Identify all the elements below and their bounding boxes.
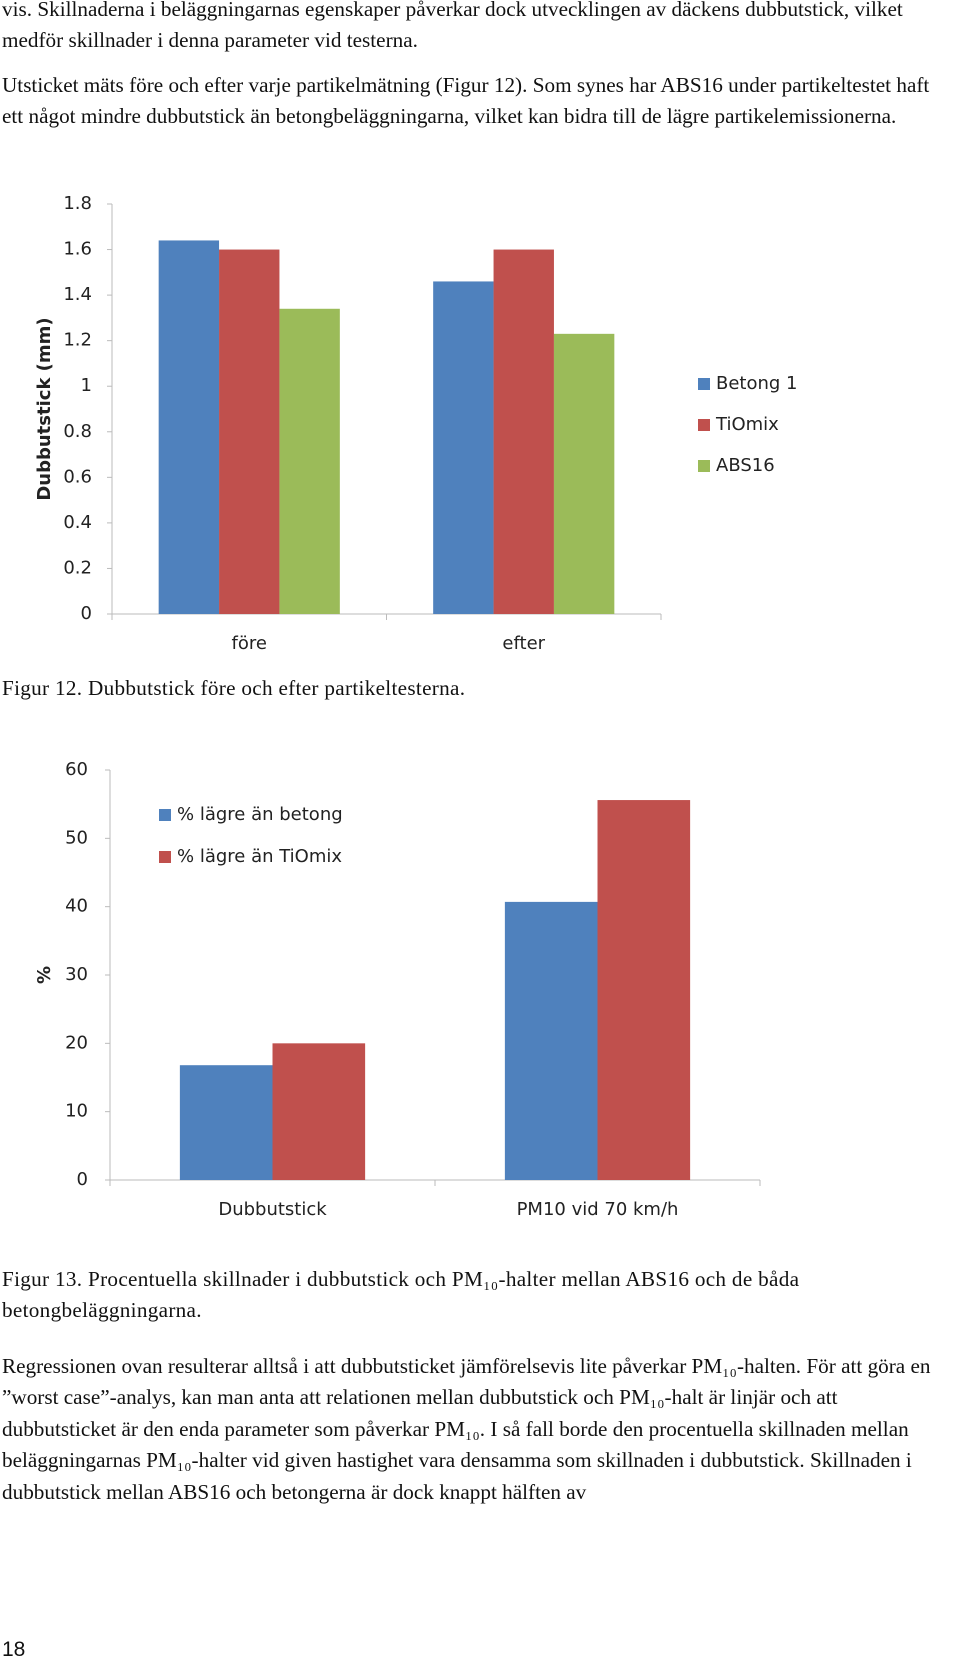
y-tick-label: 0.4: [63, 512, 92, 533]
legend-swatch: [698, 378, 710, 390]
y-tick-label: 40: [65, 896, 88, 917]
legend-swatch: [159, 809, 171, 821]
legend-label: % lägre än betong: [177, 804, 343, 825]
y-axis-label: Dubbutstick (mm): [34, 317, 55, 500]
x-tick-label: Dubbutstick: [218, 1199, 327, 1220]
legend-swatch: [698, 460, 710, 472]
paragraph: vis. Skillnaderna i beläggningarnas egen…: [2, 0, 903, 53]
y-tick-label: 0.8: [63, 421, 92, 442]
y-tick-label: 30: [65, 964, 88, 985]
paragraph: Regressionen ovan resulterar alltså i at…: [2, 1354, 931, 1504]
y-tick-label: 1.6: [63, 239, 92, 260]
figure: 0 0.2 0.4 0.6 0.8 1 1.2 1.4 1.6 1.8 Dubbutstick (m…: [0, 190, 960, 660]
y-tick-label: 1.8: [63, 193, 92, 214]
bar: [279, 308, 340, 614]
legend-label: TiOmix: [715, 414, 779, 435]
chart: 0 10 20 30 40 50 60% Dubbutstick PM10 vid 70 km/…: [34, 759, 761, 1220]
legend-swatch: [698, 419, 710, 431]
paragraph: Utsticket mäts före och efter varje part…: [2, 73, 930, 129]
bar: [219, 249, 280, 615]
bar: [272, 1043, 366, 1180]
legend-label: Betong 1: [716, 373, 798, 394]
y-tick-label: 1: [81, 375, 92, 396]
figure-caption: Figur 13. Procentuella skillnader i dubb…: [2, 1267, 800, 1323]
y-tick-label: 1.4: [63, 284, 92, 305]
page-number: 18: [2, 1638, 26, 1661]
x-tick-label: före: [232, 633, 267, 654]
bar: [158, 240, 220, 614]
chart: 0 0.2 0.4 0.6 0.8 1 1.2 1.4 1.6 1.8 Dubbutstick (m…: [34, 193, 798, 654]
x-tick-label: efter: [502, 633, 545, 654]
x-tick-label: PM10 vid 70 km/h: [517, 1199, 679, 1220]
bar: [504, 901, 598, 1180]
bar: [433, 281, 494, 614]
bar: [493, 249, 554, 615]
figure-caption: Figur 12. Dubbutstick före och efter par…: [2, 676, 466, 700]
legend-swatch: [159, 851, 171, 863]
legend-label: % lägre än TiOmix: [177, 846, 342, 867]
y-tick-label: 0: [77, 1169, 88, 1190]
y-tick-label: 60: [65, 759, 88, 780]
y-tick-label: 0.6: [63, 466, 92, 487]
y-tick-label: 20: [65, 1032, 88, 1053]
y-tick-label: 0.2: [63, 557, 92, 578]
y-axis-label: %: [34, 966, 55, 984]
legend-label: ABS16: [716, 455, 775, 476]
y-tick-label: 10: [65, 1101, 88, 1122]
bar: [179, 1065, 273, 1180]
y-tick-label: 50: [65, 827, 88, 848]
y-tick-label: 1.2: [63, 330, 92, 351]
figure: 0 10 20 30 40 50 60% Dubbutstick PM10 vid 70 km/…: [0, 715, 960, 1255]
bar: [597, 800, 691, 1180]
y-tick-label: 0: [81, 603, 92, 624]
bar: [553, 333, 615, 614]
